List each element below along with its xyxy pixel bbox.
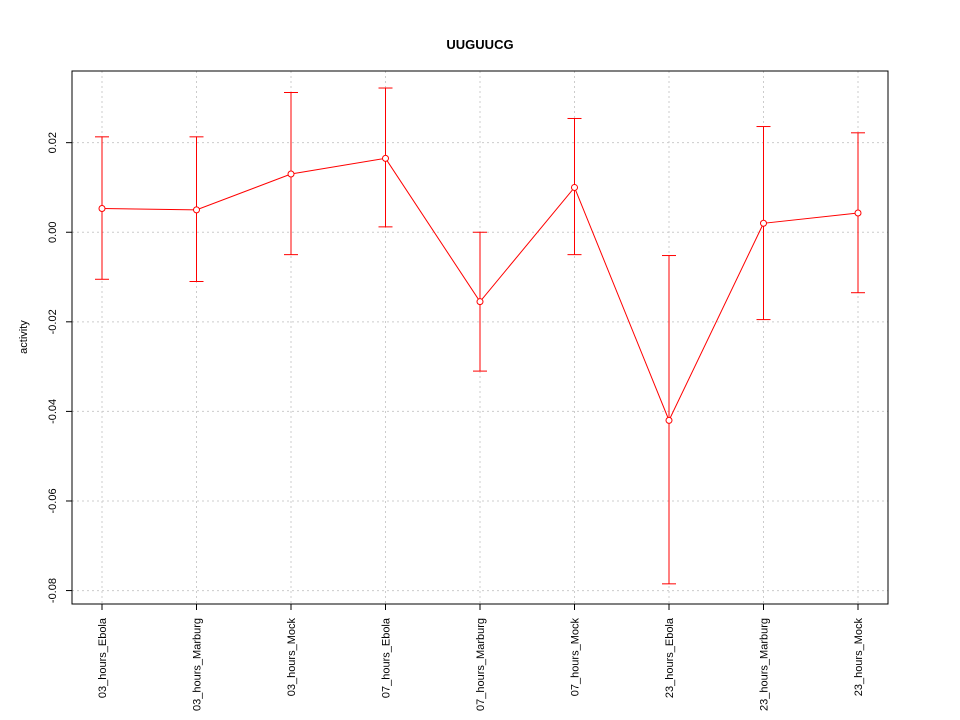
data-point bbox=[193, 206, 200, 214]
data-point bbox=[571, 183, 578, 191]
x-tick-label: 07_hours_Ebola bbox=[381, 617, 393, 698]
x-tick-label: 03_hours_Mock bbox=[286, 618, 298, 697]
x-tick-label: 23_hours_Mock bbox=[853, 618, 865, 697]
data-point bbox=[760, 219, 767, 227]
y-tick-label: 0.02 bbox=[47, 132, 59, 153]
data-point bbox=[98, 205, 106, 213]
y-tick-label: -0.08 bbox=[47, 578, 59, 603]
axes: -0.08 -0.06 -0.04 -0.02 0.00 0.02 03_hours_Ebo… bbox=[47, 132, 865, 711]
x-tick-label: 23_hours_Marburg bbox=[759, 618, 771, 711]
data-point bbox=[382, 154, 389, 162]
x-tick-label: 03_hours_Ebola bbox=[97, 617, 109, 698]
data-point bbox=[476, 298, 484, 306]
data-point bbox=[665, 416, 673, 424]
data-point bbox=[287, 170, 295, 178]
y-tick-label: -0.06 bbox=[47, 488, 59, 513]
x-tick-label: 07_hours_Marburg bbox=[475, 618, 487, 711]
data-point bbox=[854, 209, 862, 217]
y-tick-label: 0.00 bbox=[47, 222, 59, 243]
chart-title: UUGUUCG bbox=[446, 37, 513, 52]
y-tick-label: -0.02 bbox=[47, 309, 59, 334]
x-tick-label: 07_hours_Mock bbox=[570, 618, 582, 697]
y-axis-title: activity bbox=[18, 320, 30, 354]
series-activity bbox=[95, 87, 865, 585]
x-tick-label: 03_hours_Marburg bbox=[192, 618, 204, 711]
plot-frame bbox=[71, 70, 889, 605]
x-tick-label: 23_hours_Ebola bbox=[664, 617, 676, 698]
y-tick-label: -0.04 bbox=[47, 399, 59, 424]
